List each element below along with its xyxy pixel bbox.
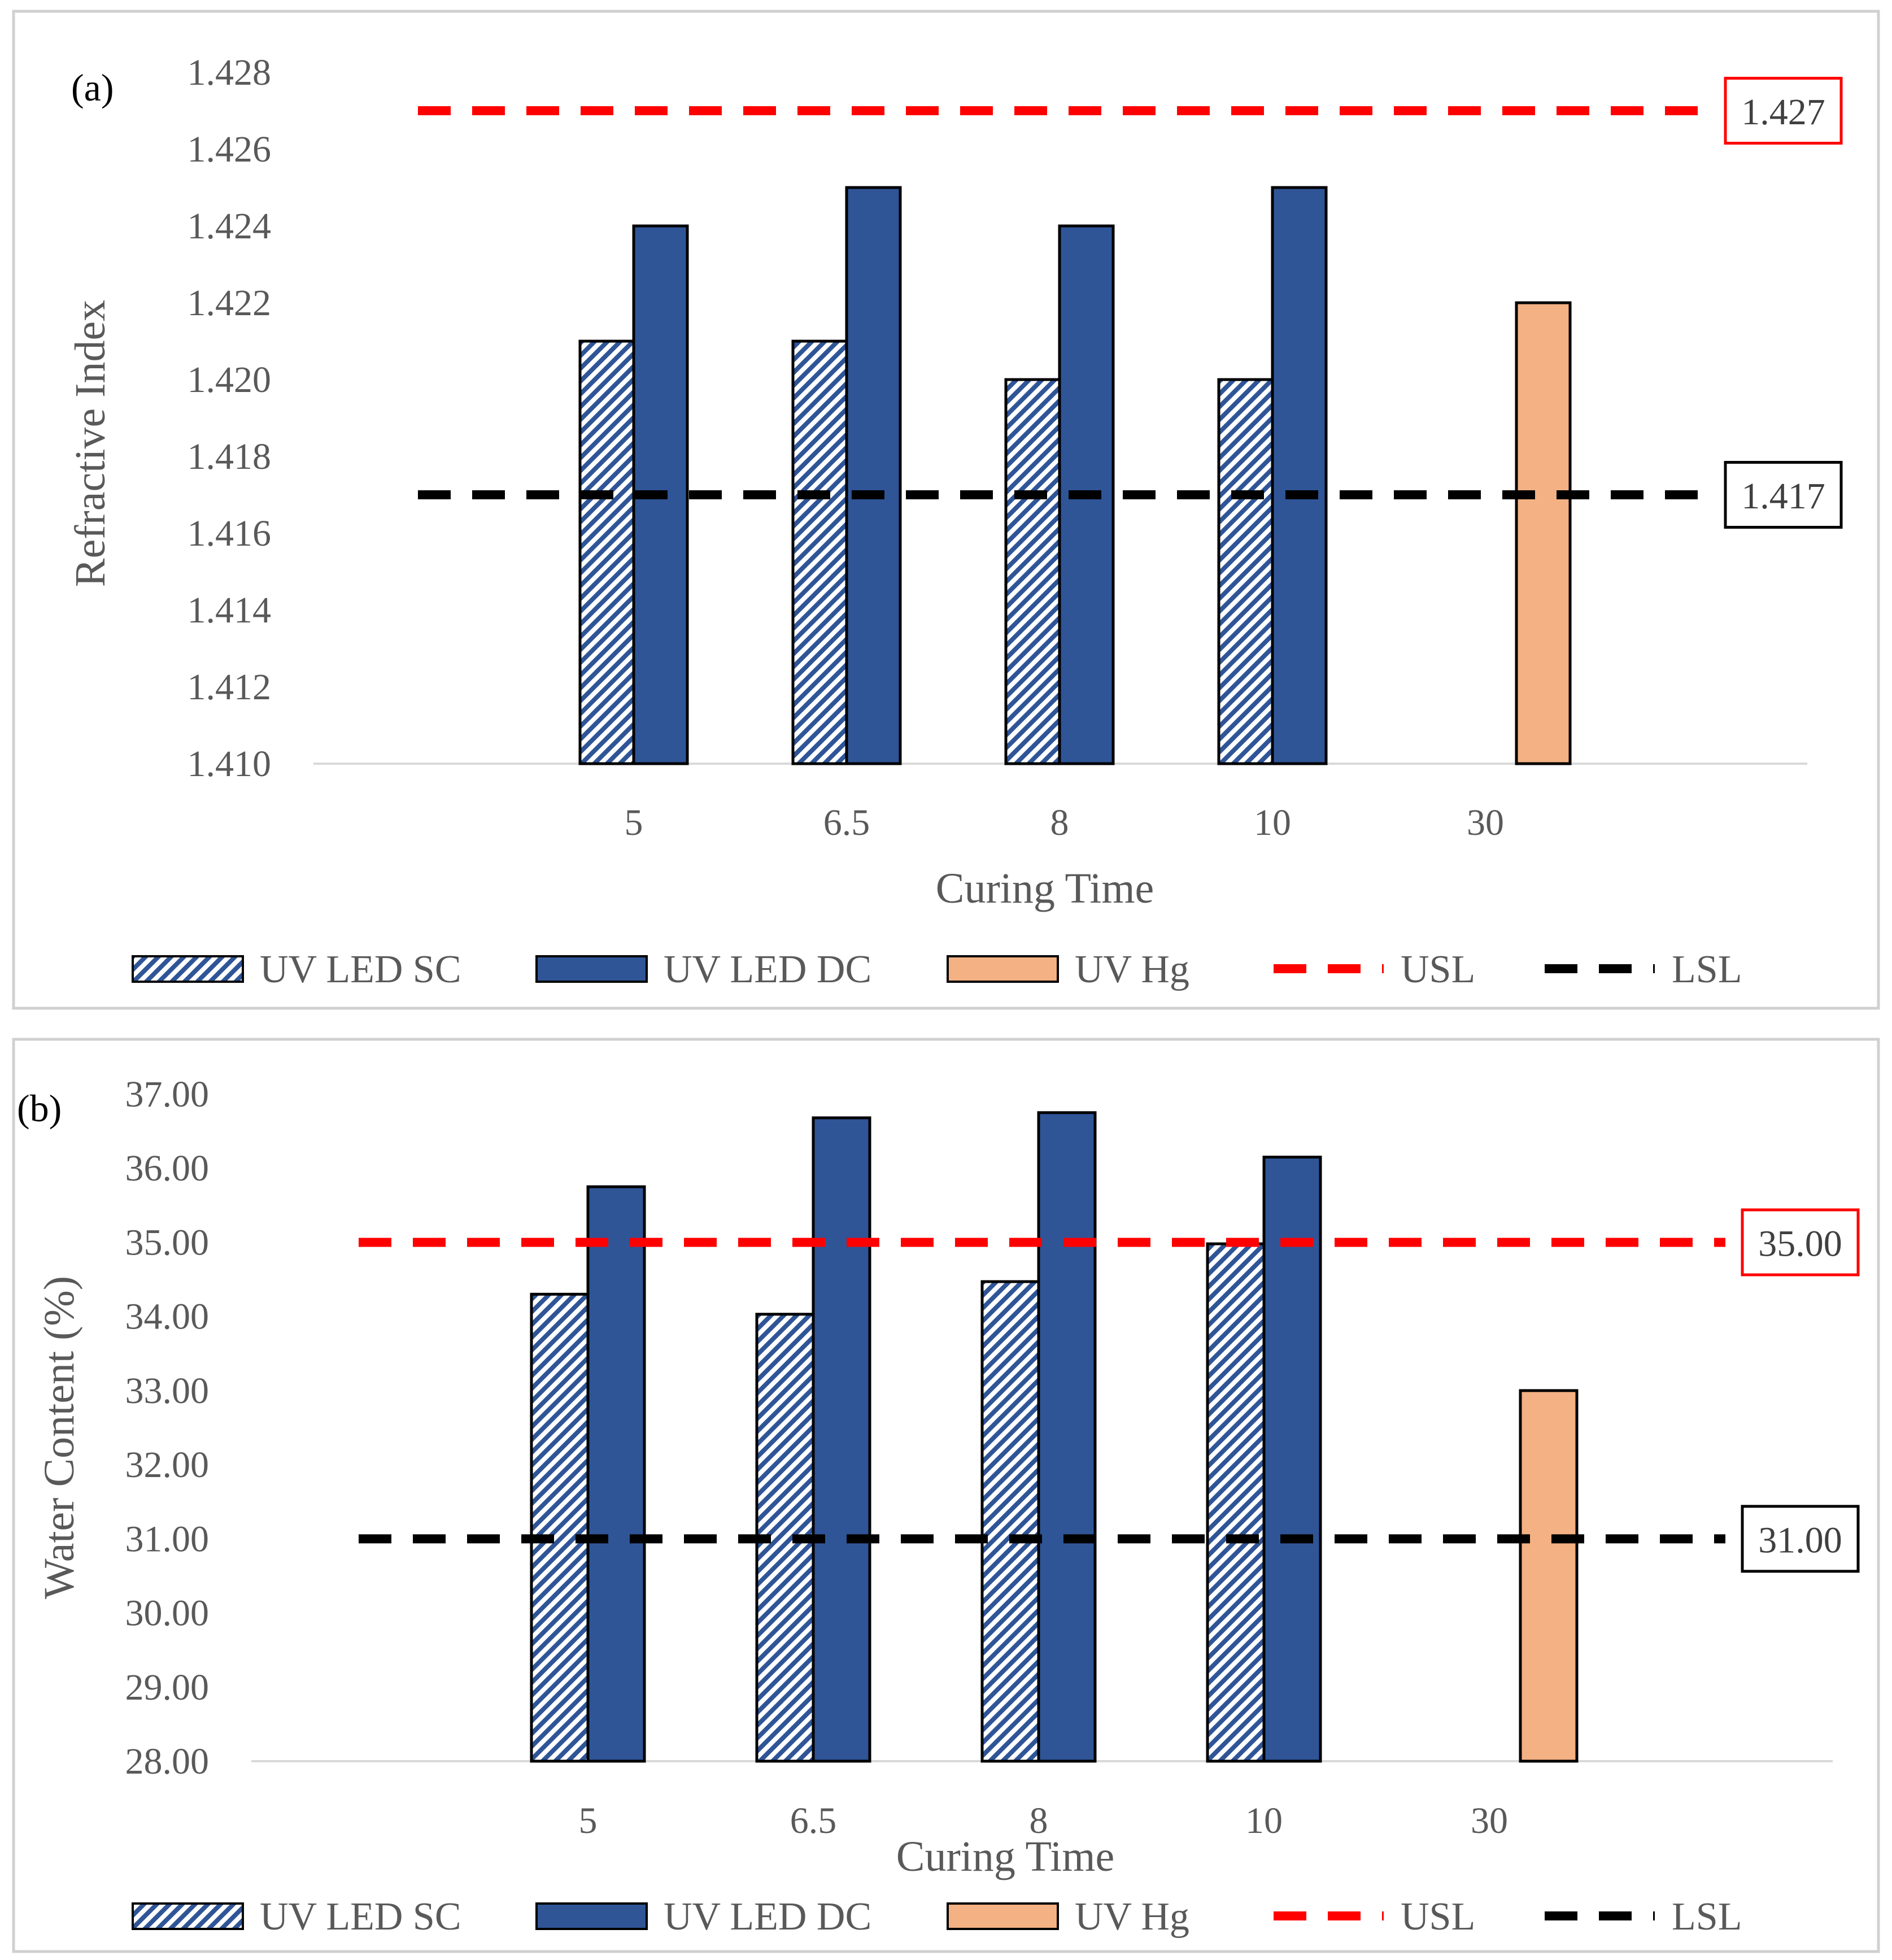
x-tick-label: 5 [625,802,643,843]
y-tick-label: 28.00 [125,1741,210,1782]
panel-b-y-axis-title: Water Content (%) [36,1276,83,1599]
legend-label-lsl: LSL [1672,1895,1742,1939]
x-tick-label: 10 [1245,1800,1283,1841]
x-tick-label: 6.5 [790,1800,837,1841]
lsl-label-box [1741,1505,1860,1573]
usl-label-box [1741,1208,1860,1277]
bar-uv-led-sc [1217,378,1274,765]
bar-uv-led-dc [1262,1156,1322,1763]
bar-uv-led-dc [1037,1111,1097,1763]
panel-b-bars [530,1111,1579,1763]
panel-b-x-axis-title: Curing Time [896,1833,1114,1880]
bar-uv-led-sc [791,339,848,765]
lsl-value-label: 1.417 [1741,476,1825,517]
panel-a-label: (a) [71,66,114,109]
y-tick-label: 37.00 [125,1074,210,1115]
x-tick-label: 8 [1030,1800,1048,1841]
bar-uv-led-sc [530,1292,590,1763]
bar-uv-led-dc [812,1116,871,1763]
usl-value-label: 35.00 [1758,1223,1842,1264]
legend-label-sc: UV LED SC [260,948,461,991]
legend-label-sc: UV LED SC [260,1895,461,1939]
bar-uv-hg [1519,1389,1579,1763]
legend-label-hg: UV Hg [1075,948,1189,991]
x-tick-label: 30 [1471,1800,1508,1841]
legend-swatch-dc [535,1902,648,1930]
y-tick-label: 34.00 [125,1296,210,1338]
bar-uv-led-dc [845,186,902,765]
legend-swatch-sc [132,1902,244,1930]
y-tick-label: 1.420 [188,359,272,400]
chart-panel-b: (b) Water Content (%) Curing Time 28.002… [12,1038,1880,1953]
legend-label-usl: USL [1401,948,1475,991]
bar-uv-hg [1515,301,1572,765]
y-tick-label: 1.414 [188,590,272,631]
panel-a-x-axis-title: Curing Time [936,865,1154,912]
x-tick-label: 5 [579,1800,598,1841]
usl-value-label: 1.427 [1741,92,1825,133]
y-tick-label: 1.418 [188,436,272,477]
panel-a-y-ticks: 1.410 1.412 1.414 1.416 1.418 1.420 1.422 1.424… [188,52,272,785]
usl-label-box [1724,77,1843,145]
x-tick-label: 8 [1050,802,1069,843]
panel-b-frame [12,1038,1880,1953]
legend-label-hg: UV Hg [1075,1895,1189,1939]
legend-label-usl: USL [1401,1895,1475,1939]
panel-b-limit-lines: 35.00 31.00 [359,1208,1860,1573]
y-tick-label: 1.428 [188,52,272,93]
y-tick-label: 1.416 [188,513,272,554]
y-tick-label: 31.00 [125,1518,210,1560]
y-tick-label: 1.422 [188,282,272,324]
y-tick-label: 30.00 [125,1593,210,1634]
lsl-label-box [1724,461,1843,529]
bar-uv-led-dc [586,1185,646,1763]
bar-uv-led-sc [1206,1242,1266,1763]
panel-b-legend: UV LED SC UV LED DC UV Hg USL LSL [132,1895,1742,1939]
x-tick-label: 10 [1254,802,1291,843]
y-tick-label: 35.00 [125,1222,210,1263]
bar-uv-led-sc [578,339,635,765]
y-tick-label: 1.412 [188,667,272,708]
panel-a-x-ticks: 5 6.5 8 10 30 [625,802,1505,843]
y-tick-label: 29.00 [125,1667,210,1708]
y-tick-label: 1.426 [188,129,272,170]
legend-label-dc: UV LED DC [664,1895,871,1939]
panel-a-y-axis-title: Refractive Index [67,300,114,587]
y-tick-label: 1.410 [188,743,272,785]
legend-label-dc: UV LED DC [664,948,871,991]
x-tick-label: 30 [1467,802,1504,843]
y-tick-label: 33.00 [125,1370,210,1412]
panel-a-bars [578,186,1572,765]
panel-a-frame [12,10,1880,1010]
legend-swatch-hg [947,1902,1059,1930]
legend-swatch-hg [947,955,1059,983]
panel-b-x-ticks: 5 6.5 8 10 30 [579,1800,1509,1841]
y-tick-label: 36.00 [125,1148,210,1189]
bar-uv-led-sc [1004,378,1061,765]
bar-uv-led-dc [1271,186,1328,765]
panel-a-legend: UV LED SC UV LED DC UV Hg USL LSL [132,948,1742,991]
legend-label-lsl: LSL [1672,948,1742,991]
bar-uv-led-sc [980,1280,1040,1763]
chart-panel-a: (a) Refractive Index Curing Time 1.4101.… [12,10,1880,1010]
y-tick-label: 1.424 [188,206,272,247]
x-tick-label: 6.5 [823,802,870,843]
legend-swatch-sc [132,955,244,983]
panel-b-label: (b) [17,1087,62,1130]
panel-b-y-ticks: 28.00 29.00 30.00 31.00 32.00 33.00 34.00 35.00… [125,1074,210,1782]
lsl-value-label: 31.00 [1758,1519,1842,1561]
legend-swatch-dc [535,955,648,983]
y-tick-label: 32.00 [125,1444,210,1486]
panel-a-limit-lines: 1.427 1.417 [418,77,1843,529]
